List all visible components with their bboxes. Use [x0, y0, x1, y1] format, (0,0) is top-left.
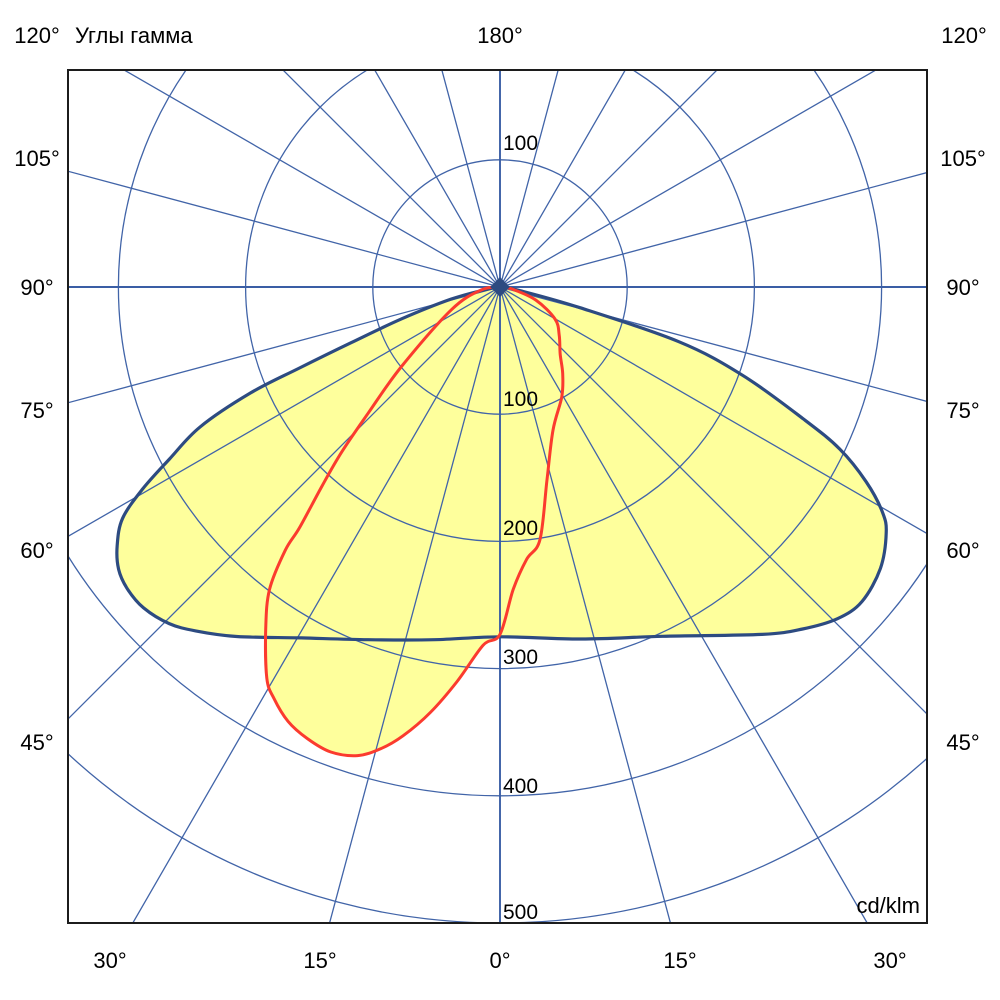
ring-value-label: 100	[503, 132, 538, 155]
gamma-angle-label-bottom: 0°	[489, 948, 510, 973]
gamma-angle-label-bottom: 15°	[663, 948, 696, 973]
gamma-angle-label-right: 75°	[946, 398, 979, 423]
gamma-angle-label-bottom: 30°	[873, 948, 906, 973]
gamma-angle-label-left: 60°	[20, 538, 53, 563]
gamma-angle-label-left: 45°	[20, 730, 53, 755]
gamma-angle-label-top: 120°	[941, 23, 987, 48]
chart-title: Углы гамма	[75, 23, 193, 48]
gamma-angle-label-right: 45°	[946, 730, 979, 755]
gamma-angle-label-bottom: 15°	[303, 948, 336, 973]
ring-value-label: 300	[503, 646, 538, 669]
ring-value-label: 500	[503, 901, 538, 924]
gamma-angle-label-bottom: 30°	[93, 948, 126, 973]
gamma-angle-label-top: 180°	[477, 23, 523, 48]
ring-value-label: 100	[503, 388, 538, 411]
gamma-angle-label-left: 90°	[20, 275, 53, 300]
ring-value-label: 200	[503, 517, 538, 540]
gamma-angle-label-right: 105°	[940, 146, 986, 171]
intensity-curve-blue	[115, 285, 888, 642]
curves-layer	[115, 285, 888, 758]
ring-value-label: 400	[503, 775, 538, 798]
gamma-angle-label-left: 105°	[14, 146, 60, 171]
gamma-angle-label-top: 120°	[14, 23, 60, 48]
intensity-curve-red	[264, 285, 565, 758]
labels-layer: 120° 180° 120° 105° 90° 75° 60° 45° 105° 90° 75° 60…	[14, 23, 987, 973]
unit-label: cd/klm	[856, 893, 920, 918]
gamma-angle-label-right: 60°	[946, 538, 979, 563]
plot-frame	[67, 69, 928, 924]
gamma-angle-label-right: 90°	[946, 275, 979, 300]
center-marker	[490, 277, 510, 297]
intensity-fill-layer	[116, 287, 887, 756]
gamma-angle-label-left: 75°	[20, 398, 53, 423]
